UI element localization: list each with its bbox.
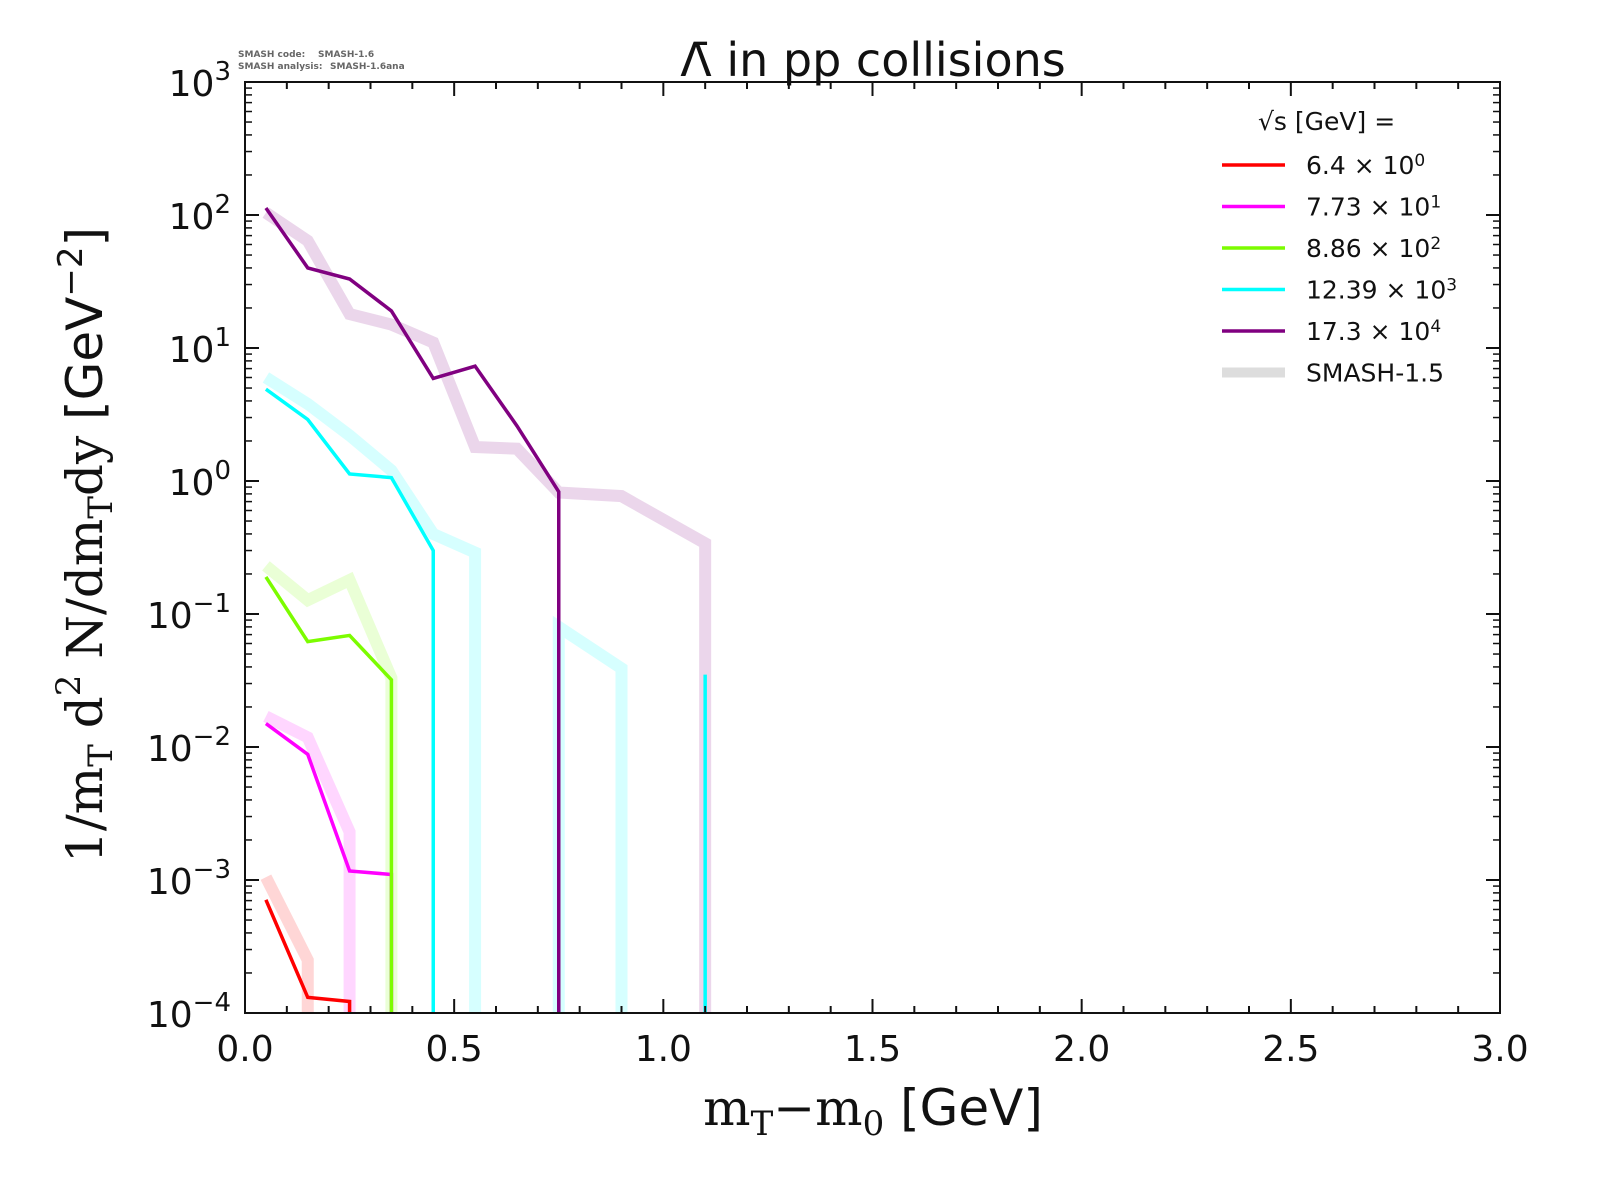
legend-label-exponent: 3 <box>1446 276 1457 296</box>
legend-label-base: 7.73 × 10 <box>1306 193 1430 222</box>
legend-label-base: 17.3 × 10 <box>1306 317 1430 346</box>
legend-label-exponent: 2 <box>1430 234 1441 254</box>
meta-code-value: SMASH-1.6 <box>318 50 374 60</box>
y-label-unit-end: ] <box>56 227 114 247</box>
legend-label-exponent: 4 <box>1430 317 1441 337</box>
x-axis-label: mT−m0 [GeV] <box>703 1079 1043 1144</box>
x-tick-labels: 0.0 0.5 1.0 1.5 2.0 2.5 3.0 <box>216 1029 1528 1070</box>
x-label-unit: [GeV] <box>884 1079 1043 1137</box>
data-line-series-4 <box>264 206 561 1013</box>
legend-label-base: 12.39 × 10 <box>1306 276 1446 305</box>
reference-line-series-0 <box>260 874 314 1013</box>
reference-line-series-3 <box>552 615 628 1013</box>
y-tick-label: 102 <box>169 190 231 238</box>
y-tick-base: 10 <box>169 64 215 105</box>
reference-line-series-1 <box>263 710 356 1013</box>
x-label-sub-0: 0 <box>863 1104 885 1144</box>
reference-lines <box>260 207 712 1013</box>
y-tick-exponent: 1 <box>214 323 231 353</box>
chart-title: Λ̄ in pp collisions <box>680 33 1065 87</box>
y-tick-exponent: −2 <box>193 722 231 752</box>
y-label-c: N/dm <box>56 519 114 675</box>
y-tick-label: 101 <box>169 323 231 371</box>
y-label-b: d <box>56 696 114 744</box>
legend-label-base: 6.4 × 10 <box>1306 151 1414 180</box>
data-line-series-1 <box>264 722 394 1013</box>
legend-label-reference: SMASH-1.5 <box>1306 359 1444 388</box>
data-lines <box>264 206 707 1013</box>
y-tick-exponent: 2 <box>214 190 231 220</box>
y-label-sup-b: 2 <box>49 675 89 697</box>
y-tick-base: 10 <box>169 197 215 238</box>
y-tick-base: 10 <box>169 463 215 504</box>
y-tick-label: 10−2 <box>147 722 231 770</box>
y-tick-exponent: −1 <box>193 589 231 619</box>
y-label-sub-c: T <box>81 496 121 519</box>
meta-analysis-label: SMASH analysis: <box>238 62 322 72</box>
meta-analysis-value: SMASH-1.6ana <box>330 62 405 72</box>
legend-label-series-1: 7.73 × 101 <box>1306 193 1441 222</box>
legend-label-exponent: 0 <box>1414 151 1425 171</box>
legend-label-series-3: 12.39 × 103 <box>1306 276 1457 305</box>
y-tick-exponent: 0 <box>214 456 231 486</box>
x-label-sub-t: T <box>751 1104 774 1144</box>
x-label-m: m <box>703 1079 750 1137</box>
y-axis-label: 1/mT d2 N/dmTdy [GeV−2] <box>49 227 121 863</box>
legend-label-series-0: 6.4 × 100 <box>1306 151 1425 180</box>
meta-info: SMASH code: SMASH-1.6 SMASH analysis: SM… <box>238 50 405 72</box>
y-tick-exponent: −4 <box>193 988 231 1018</box>
y-tick-exponent: 3 <box>214 57 231 87</box>
x-tick-label: 1.5 <box>844 1029 901 1070</box>
legend: √s [GeV] = 6.4 × 100 7.73 × 101 8.86 × 102… <box>1222 107 1457 388</box>
y-tick-base: 10 <box>147 995 193 1036</box>
y-tick-label: 10−1 <box>147 589 231 637</box>
x-tick-label: 0.5 <box>426 1029 483 1070</box>
y-tick-base: 10 <box>169 330 215 371</box>
legend-title: √s [GeV] = <box>1258 107 1395 136</box>
legend-label-base: 8.86 × 10 <box>1306 234 1430 263</box>
legend-label-series-4: 17.3 × 104 <box>1306 317 1441 346</box>
y-label-unit: [GeV <box>56 297 114 420</box>
x-tick-label: 3.0 <box>1471 1029 1528 1070</box>
data-line-series-3 <box>264 387 435 1013</box>
y-label-unit-sup: −2 <box>51 247 91 297</box>
y-label-d: dy <box>56 420 114 496</box>
y-tick-label: 10−4 <box>147 988 231 1036</box>
x-label-minus-m: −m <box>773 1079 862 1137</box>
x-tick-label: 1.0 <box>635 1029 692 1070</box>
x-tick-label: 2.0 <box>1053 1029 1110 1070</box>
plot-frame <box>244 81 1501 1014</box>
reference-line-series-4 <box>262 207 712 1013</box>
y-tick-exponent: −3 <box>193 855 231 885</box>
y-tick-label: 103 <box>169 57 231 105</box>
meta-code-label: SMASH code: <box>238 50 305 60</box>
y-tick-base: 10 <box>147 596 193 637</box>
reference-line-series-3 <box>262 372 482 1013</box>
legend-label-exponent: 1 <box>1430 193 1441 213</box>
y-tick-base: 10 <box>147 729 193 770</box>
y-tick-label: 100 <box>169 456 231 504</box>
data-line-series-2 <box>264 575 394 1013</box>
y-label-sub-a: T <box>81 744 121 767</box>
x-tick-label: 2.5 <box>1262 1029 1319 1070</box>
x-tick-label: 0.0 <box>216 1029 273 1070</box>
legend-label-series-2: 8.86 × 102 <box>1306 234 1441 263</box>
y-tick-base: 10 <box>147 862 193 903</box>
y-tick-label: 10−3 <box>147 855 231 903</box>
y-label-a: 1/m <box>56 767 114 863</box>
